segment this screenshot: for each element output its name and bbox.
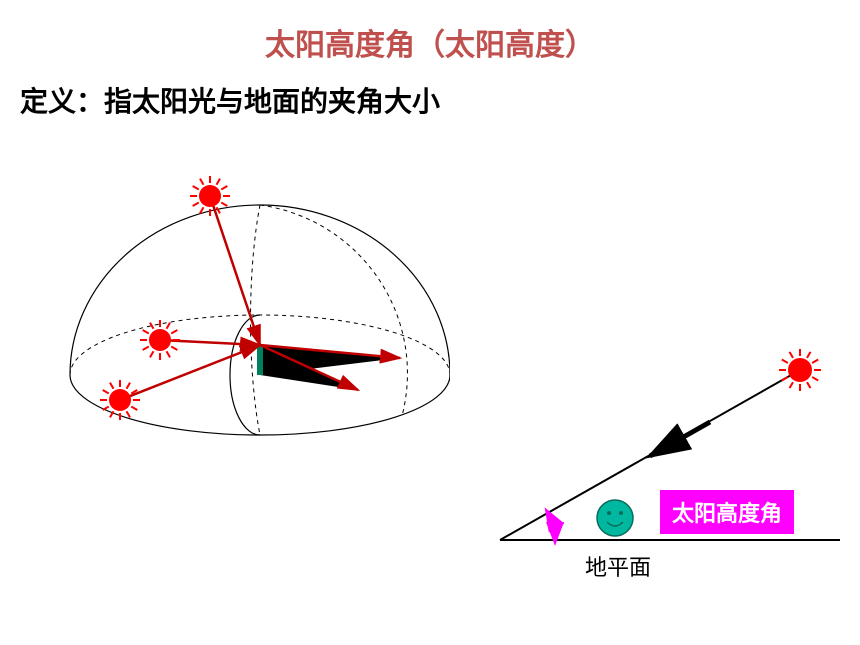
shadow-2: [260, 345, 400, 375]
definition-text: 定义：指太阳光与地面的夹角大小: [20, 80, 440, 120]
sun-icon: [100, 380, 140, 420]
sun-icon: [190, 176, 230, 216]
angle-diagram: 太阳高度角 地平面: [470, 340, 850, 600]
sun-ray-3: [120, 345, 260, 400]
sun-icon: [140, 320, 180, 360]
sun-icon: [779, 349, 821, 391]
angle-arc: [548, 513, 555, 541]
ground-label: 地平面: [585, 550, 651, 582]
face-icon: [597, 500, 633, 536]
pillar: [257, 345, 263, 375]
ray-arrow-icon: [650, 422, 710, 456]
page-title: 太阳高度角（太阳高度）: [0, 20, 860, 64]
angle-label: 太阳高度角: [660, 490, 794, 534]
hemisphere-diagram: [30, 160, 450, 500]
angle-svg: [470, 340, 850, 600]
hemisphere-svg: [30, 160, 450, 500]
